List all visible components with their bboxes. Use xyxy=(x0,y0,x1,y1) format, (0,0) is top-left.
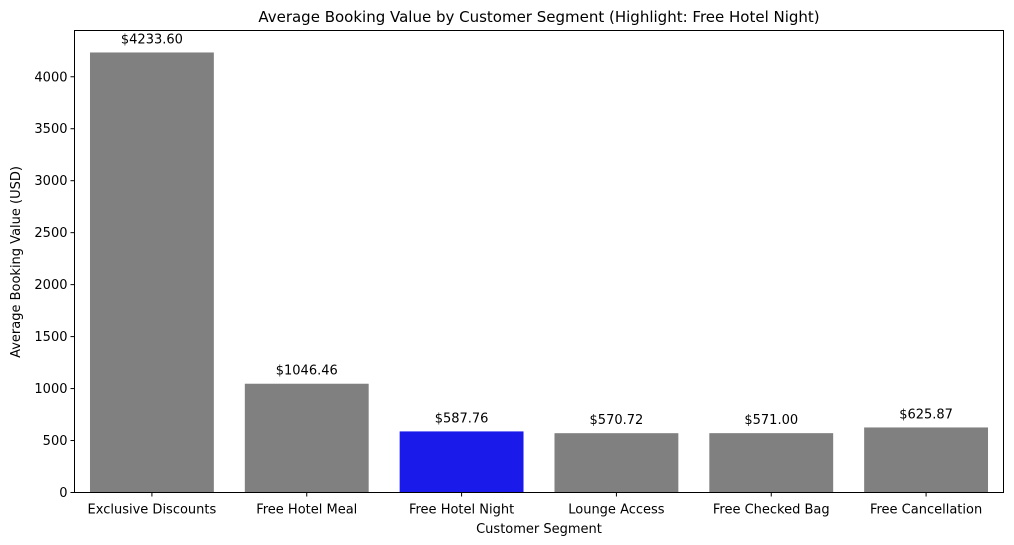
bars-group xyxy=(89,52,989,493)
bar-free-cancellation xyxy=(864,427,989,493)
x-tick-label: Exclusive Discounts xyxy=(88,503,217,518)
y-tick-label: 2500 xyxy=(34,226,67,241)
chart-title: Average Booking Value by Customer Segmen… xyxy=(258,8,819,26)
y-tick-label: 3000 xyxy=(34,174,67,189)
y-tick-label: 4000 xyxy=(34,70,67,85)
x-tick-label: Lounge Access xyxy=(568,503,665,518)
data-label: $571.00 xyxy=(744,413,798,428)
y-tick-label: 1000 xyxy=(34,382,67,397)
y-tick-label: 3500 xyxy=(34,122,67,137)
bar-lounge-access xyxy=(554,433,679,493)
bar-free-hotel-meal xyxy=(244,383,369,493)
bar-exclusive-discounts xyxy=(89,52,214,493)
bar-free-hotel-night xyxy=(399,431,524,493)
x-tick-label: Free Checked Bag xyxy=(713,503,830,518)
x-axis-label: Customer Segment xyxy=(476,522,602,537)
x-axis: Exclusive Discounts Free Hotel Meal Free H… xyxy=(88,492,982,518)
y-tick-label: 0 xyxy=(59,486,67,501)
data-labels-group: $4233.60 $1046.46 $587.76 $570.72 $571.00 $62… xyxy=(121,32,953,428)
x-tick-label: Free Hotel Night xyxy=(409,503,514,518)
data-label: $1046.46 xyxy=(276,364,338,379)
y-axis-label: Average Booking Value (USD) xyxy=(9,166,24,358)
x-tick-label: Free Hotel Meal xyxy=(256,503,357,518)
data-label: $4233.60 xyxy=(121,32,183,47)
data-label: $587.76 xyxy=(435,411,489,426)
y-axis: 0 500 1000 1500 2000 2500 3000 3500 4000 xyxy=(34,70,75,501)
y-tick-label: 1500 xyxy=(34,330,67,345)
y-tick-label: 500 xyxy=(43,434,68,449)
data-label: $570.72 xyxy=(590,413,644,428)
bar-free-checked-bag xyxy=(709,433,834,493)
y-tick-label: 2000 xyxy=(34,278,67,293)
x-tick-label: Free Cancellation xyxy=(870,503,982,518)
data-label: $625.87 xyxy=(899,407,953,422)
plot-frame xyxy=(74,30,1004,493)
